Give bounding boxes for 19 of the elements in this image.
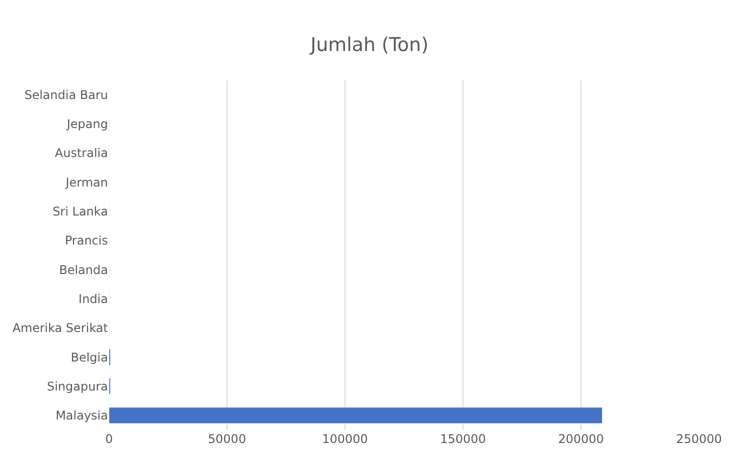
x-tick-label: 200000 [558, 432, 604, 446]
y-tick-label: Amerika Serikat [12, 321, 108, 336]
x-tick-label: 50000 [208, 432, 246, 446]
y-tick-label: Malaysia [56, 408, 108, 423]
x-tick-label: 250000 [676, 432, 722, 446]
y-tick-label: Australia [54, 146, 108, 160]
y-tick-label: Selandia Baru [24, 88, 108, 102]
x-tick-label: 0 [105, 432, 113, 446]
y-tick-label: Jerman [64, 175, 108, 190]
y-tick-label: Belgia [70, 350, 108, 364]
y-tick-label: Sri Lanka [52, 204, 108, 218]
y-tick-label: Belanda [59, 262, 108, 277]
chart-title: Jumlah (Ton) [309, 34, 429, 56]
y-tick-label: Prancis [64, 234, 108, 248]
y-tick-label: Singapura [46, 379, 108, 394]
x-tick-label: 100000 [322, 432, 368, 446]
x-tick-label: 150000 [440, 432, 486, 446]
y-tick-label: India [78, 292, 108, 306]
y-tick-label: Jepang [66, 116, 108, 131]
